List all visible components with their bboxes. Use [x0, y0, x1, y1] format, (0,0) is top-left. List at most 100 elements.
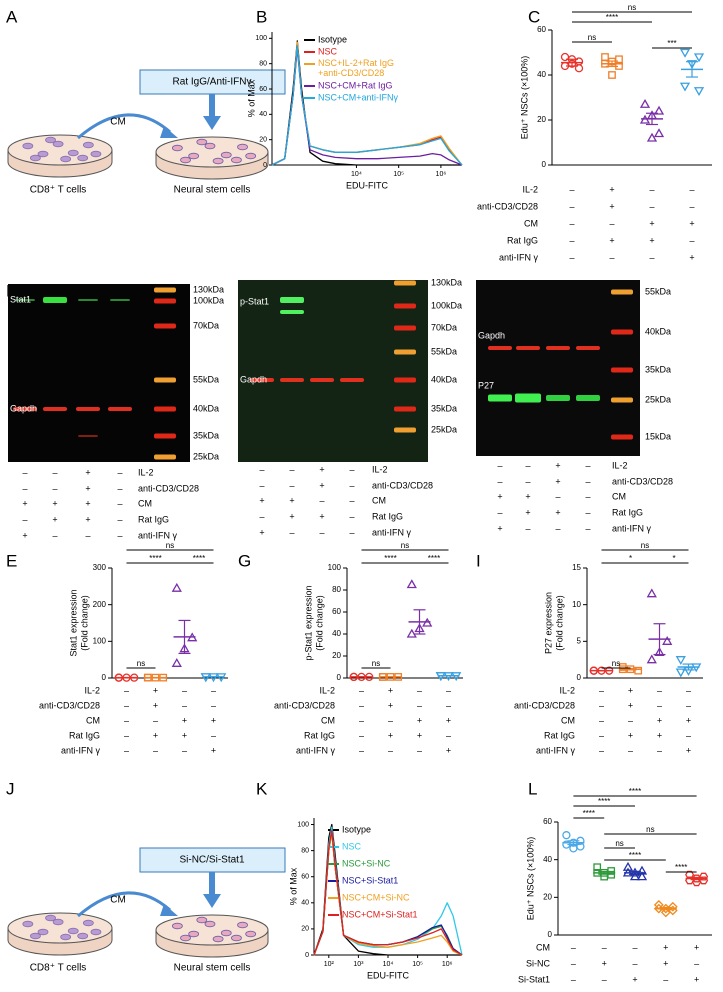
ladder-band [154, 377, 176, 383]
condition-sign: – [649, 201, 654, 211]
cell [77, 932, 89, 940]
condition-sign: – [417, 700, 422, 710]
blot-band [43, 407, 67, 411]
legend-label: NSC+Si-Stat1 [342, 875, 398, 885]
ladder-band [154, 298, 176, 304]
condition-sign: – [569, 201, 574, 211]
condition-sign: + [555, 460, 560, 470]
condition-sign: – [569, 235, 574, 245]
cell-label: Neural stem cells [174, 185, 251, 196]
condition-sign: – [117, 483, 122, 493]
condition-sign: – [349, 480, 354, 490]
condition-sign: – [599, 700, 604, 710]
data-point [646, 588, 657, 598]
condition-sign: + [628, 685, 633, 695]
condition-sign: + [319, 480, 324, 490]
condition-sign: + [85, 498, 90, 508]
cell [237, 921, 248, 929]
significance-label: **** [149, 554, 161, 563]
error-bar [686, 61, 698, 78]
condition-sign: – [289, 480, 294, 490]
condition-sign: + [153, 700, 158, 710]
dish-top [155, 914, 269, 946]
error-bar [629, 870, 641, 875]
condition-sign: + [497, 491, 502, 501]
ladder-band [611, 434, 633, 440]
condition-sign: + [388, 730, 393, 740]
condition-sign: – [349, 464, 354, 474]
condition-label: Rat IgG [612, 507, 643, 517]
data-point [675, 656, 686, 665]
condition-sign: + [686, 715, 691, 725]
ladder-band [611, 329, 633, 335]
cell [22, 920, 34, 928]
blot-band [516, 346, 540, 350]
ladder-label: 55kDa [645, 286, 671, 296]
cell [45, 136, 56, 144]
y-tick-label: 100 [255, 35, 267, 42]
y-tick-label: 20 [301, 926, 309, 933]
ladder-band [611, 397, 633, 403]
condition-sign: + [259, 527, 264, 537]
panel-letter: A [6, 7, 18, 26]
significance-label: ns [646, 825, 654, 834]
condition-sign: – [497, 460, 502, 470]
legend-label: Isotype [318, 34, 347, 44]
protein-label: P27 [478, 380, 494, 390]
legend-label: NSC [318, 46, 338, 56]
condition-sign: + [657, 715, 662, 725]
condition-sign: – [182, 700, 187, 710]
condition-sign: – [555, 491, 560, 501]
ladder-band [611, 367, 633, 373]
cell [37, 150, 49, 158]
cell [180, 934, 191, 942]
condition-sign: – [211, 700, 216, 710]
significance-label: * [672, 554, 675, 563]
blot-band [108, 407, 132, 411]
condition-sign: – [22, 514, 27, 524]
condition-sign: + [22, 498, 27, 508]
y-axis-label: p-Stat1 expression [303, 585, 313, 660]
condition-sign: + [319, 511, 324, 521]
cell [180, 156, 191, 164]
cell [245, 152, 257, 160]
y-tick-label: 0 [263, 162, 267, 169]
condition-sign: – [124, 730, 129, 740]
condition-label: anti-IFN γ [612, 523, 652, 533]
condition-sign: – [259, 511, 264, 521]
condition-sign: + [649, 218, 654, 228]
condition-sign: + [663, 958, 668, 968]
panel-letter: C [528, 7, 540, 26]
condition-sign: + [609, 235, 614, 245]
condition-sign: – [117, 514, 122, 524]
condition-sign: – [417, 685, 422, 695]
significance-label: **** [428, 554, 440, 563]
condition-sign: – [628, 745, 633, 755]
blot-band [576, 346, 600, 350]
condition-sign: + [446, 715, 451, 725]
condition-sign: + [85, 483, 90, 493]
condition-sign: – [686, 685, 691, 695]
significance-label: **** [675, 863, 687, 872]
condition-sign: + [663, 942, 668, 952]
condition-label: CM [536, 942, 550, 952]
data-point [693, 87, 705, 97]
panel-letter: B [256, 7, 267, 26]
blot-band [488, 346, 512, 350]
data-point [636, 871, 648, 881]
condition-sign: – [289, 464, 294, 474]
blot-band [78, 299, 98, 301]
condition-label: anti-CD3/CD28 [39, 700, 100, 710]
legend-label: Isotype [342, 824, 371, 834]
error-bar [178, 619, 191, 655]
y-tick-label: 60 [332, 607, 341, 616]
data-point [593, 863, 602, 872]
cell [212, 157, 224, 165]
condition-sign: – [124, 715, 129, 725]
condition-sign: + [555, 476, 560, 486]
condition-sign: + [388, 700, 393, 710]
condition-sign: – [632, 942, 637, 952]
cell [90, 928, 102, 936]
x-tick-label: 10³ [353, 961, 364, 968]
